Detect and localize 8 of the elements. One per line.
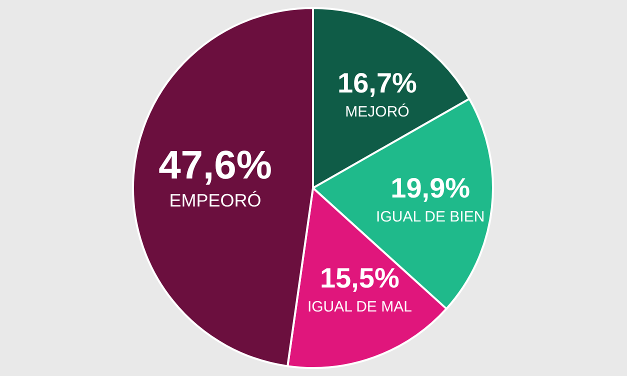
slice-label: IGUAL DE BIEN xyxy=(376,208,485,226)
slice-label: EMPEORÓ xyxy=(169,190,262,210)
data-label: 15,5% xyxy=(320,262,400,294)
slice-label: MEJORÓ xyxy=(345,102,410,121)
data-label: 47,6% xyxy=(158,143,272,188)
data-label: 16,7% xyxy=(338,68,418,99)
data-label: 19,9% xyxy=(390,172,470,204)
slice-label: IGUAL DE MAL xyxy=(307,298,412,316)
